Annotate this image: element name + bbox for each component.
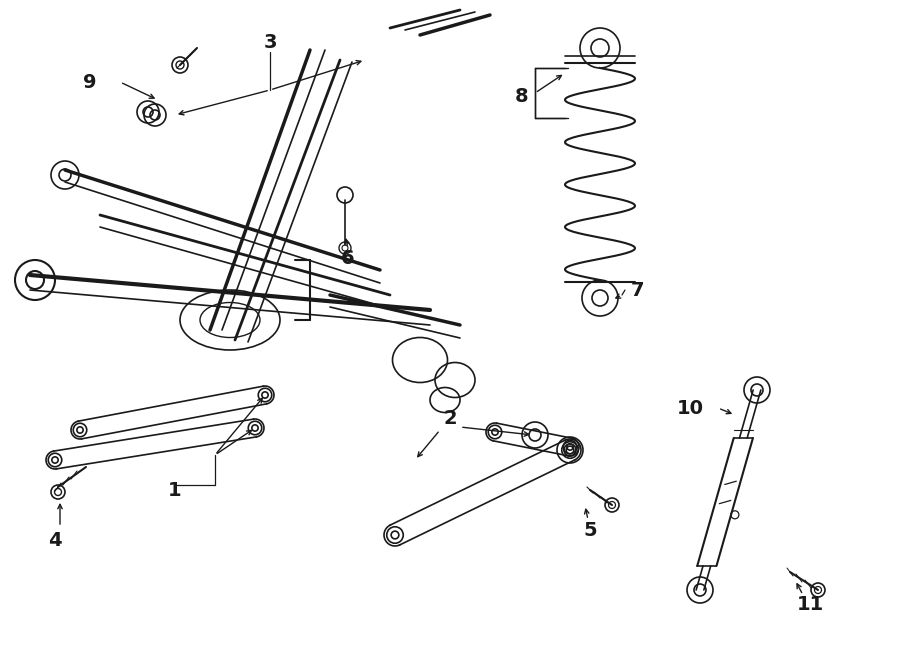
Text: 5: 5 — [583, 520, 597, 539]
Text: 1: 1 — [168, 481, 182, 500]
Text: 4: 4 — [49, 531, 62, 549]
Text: 9: 9 — [83, 73, 97, 91]
Text: 11: 11 — [796, 596, 824, 615]
Text: 6: 6 — [341, 249, 355, 268]
Text: 10: 10 — [677, 399, 704, 418]
Text: 3: 3 — [263, 32, 277, 52]
Text: 8: 8 — [515, 87, 529, 106]
Text: 7: 7 — [631, 280, 644, 299]
Text: 2: 2 — [443, 408, 457, 428]
